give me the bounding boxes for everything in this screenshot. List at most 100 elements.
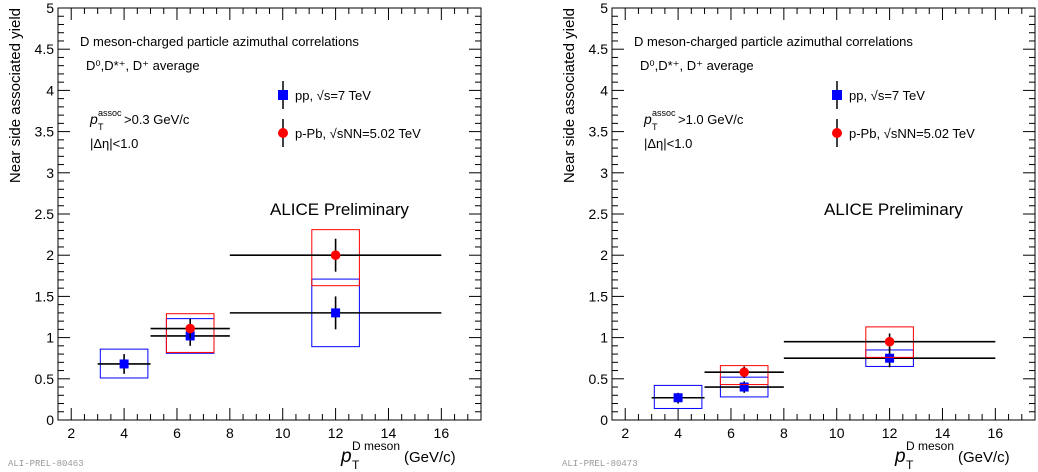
x-tick-label: 8 [226,425,234,441]
legend-entry-1: pp, √s=7 TeV [832,81,925,109]
legend-marker [832,90,842,100]
y-tick-label: 1.5 [589,288,609,304]
x-axis-label-main: p [340,446,352,467]
eta-cut-label: |Δη|<1.0 [644,136,692,151]
assoc-cut-text: >0.3 GeV/c [124,112,190,127]
y-tick-label: 5 [46,0,54,16]
data-point [119,359,129,369]
chart-panel-2: 0 0.5 1 1.5 2 2.5 3 3.5 4 4.5 5 2 4 6 8 10 12 14 16 Near si… [561,0,1036,472]
series-2 [704,326,996,386]
x-tick-label: 14 [935,425,951,441]
legend-marker [832,128,842,138]
legend-entry-2: p-Pb, √sNN=5.02 TeV [278,119,421,147]
x-tick-label: 16 [988,425,1004,441]
systematic-box [719,365,769,386]
chart-panel-1: 0 0.5 1 1.5 2 2.5 3 3.5 4 4.5 5 2 4 6 8 10 12 14 16 Near si… [7,0,482,472]
data-point [884,336,895,347]
legend-marker [278,90,288,100]
x-tick-label: 4 [674,425,682,441]
y-tick-label: 2.5 [589,206,609,222]
x-tick-label: 10 [829,425,845,441]
y-axis-label: Near side associated yield [7,8,24,183]
y-tick-label: 0 [600,412,608,428]
x-tick-label: 2 [621,425,629,441]
legend-label: p-Pb, √sNN=5.02 TeV [295,126,421,141]
y-tick-label: 0.5 [35,371,55,387]
y-tick-label: 1.5 [35,288,55,304]
x-axis-label-sub: T [906,458,914,472]
assoc-cut-sup: assoc [98,108,122,118]
data-point [885,353,895,363]
x-axis-label: p T D meson (GeV/c) [894,439,1010,472]
y-tick-label: 4 [600,82,608,98]
assoc-cut-main: p [89,111,98,127]
y-tick-label: 2 [46,247,54,263]
y-tick-label: 1 [600,330,608,346]
y-tick-label: 4.5 [35,41,55,57]
y-tick-label: 4 [46,82,54,98]
x-tick-label: 6 [173,425,181,441]
x-tick-label: 2 [67,425,75,441]
y-axis-label: Near side associated yield [561,8,578,183]
x-axis-label-sub: T [352,458,360,472]
assoc-cut-sub: T [98,122,104,132]
watermark-left: ALI-PREL-80463 [8,459,84,469]
x-tick-label: 12 [328,425,344,441]
chart-title: D meson-charged particle azimuthal corre… [80,34,359,49]
assoc-cut-main: p [643,111,652,127]
collaboration-label: ALICE Preliminary [270,200,409,219]
legend-entry-1: pp, √s=7 TeV [278,81,371,109]
legend-entry-2: p-Pb, √sNN=5.02 TeV [832,119,975,147]
systematic-box [311,229,360,287]
x-axis-label-unit: (GeV/c) [958,449,1010,466]
legend-label: pp, √s=7 TeV [295,88,371,103]
assoc-cut-sup: assoc [652,108,676,118]
y-tick-label: 3 [600,165,608,181]
data-point [185,323,195,334]
series-2 [150,229,442,353]
x-axis-label: p T D meson (GeV/c) [340,439,456,472]
data-point [330,250,341,260]
x-tick-label: 16 [434,425,450,441]
watermark-right: ALI-PREL-80473 [562,459,638,469]
chart-subtitle: D⁰,D*⁺, D⁺ average [640,58,754,73]
x-axis-label-unit: (GeV/c) [404,449,456,466]
y-tick-label: 3 [46,165,54,181]
series-1 [97,278,442,379]
y-tick-label: 0.5 [589,371,609,387]
y-tick-label: 1 [46,330,54,346]
x-axis-label-sup: D meson [906,439,954,453]
y-tick-label: 5 [600,0,608,16]
x-axis-label-sup: D meson [352,439,400,453]
series-1 [651,348,996,409]
systematic-box [165,313,215,353]
chart-subtitle: D⁰,D*⁺, D⁺ average [86,58,200,73]
y-tick-label: 2 [600,247,608,263]
x-tick-label: 8 [780,425,788,441]
assoc-cut-text: >1.0 GeV/c [678,112,744,127]
x-tick-label: 4 [120,425,128,441]
assoc-cut-sub: T [652,122,658,132]
chart-title: D meson-charged particle azimuthal corre… [634,34,913,49]
data-point [331,308,341,318]
legend-label: pp, √s=7 TeV [849,88,925,103]
data-point [739,367,749,378]
data-point [673,393,683,403]
x-tick-label: 14 [381,425,397,441]
y-tick-label: 3.5 [35,124,55,140]
legend-label: p-Pb, √sNN=5.02 TeV [849,126,975,141]
y-tick-label: 0 [46,412,54,428]
eta-cut-label: |Δη|<1.0 [90,136,138,151]
y-tick-label: 2.5 [35,206,55,222]
systematic-box [653,384,703,409]
y-tick-label: 4.5 [589,41,609,57]
data-point [739,382,749,392]
y-tick-label: 3.5 [589,124,609,140]
x-tick-label: 12 [882,425,898,441]
collaboration-label: ALICE Preliminary [824,200,963,219]
x-axis-label-main: p [894,446,906,467]
legend-marker [278,128,288,138]
